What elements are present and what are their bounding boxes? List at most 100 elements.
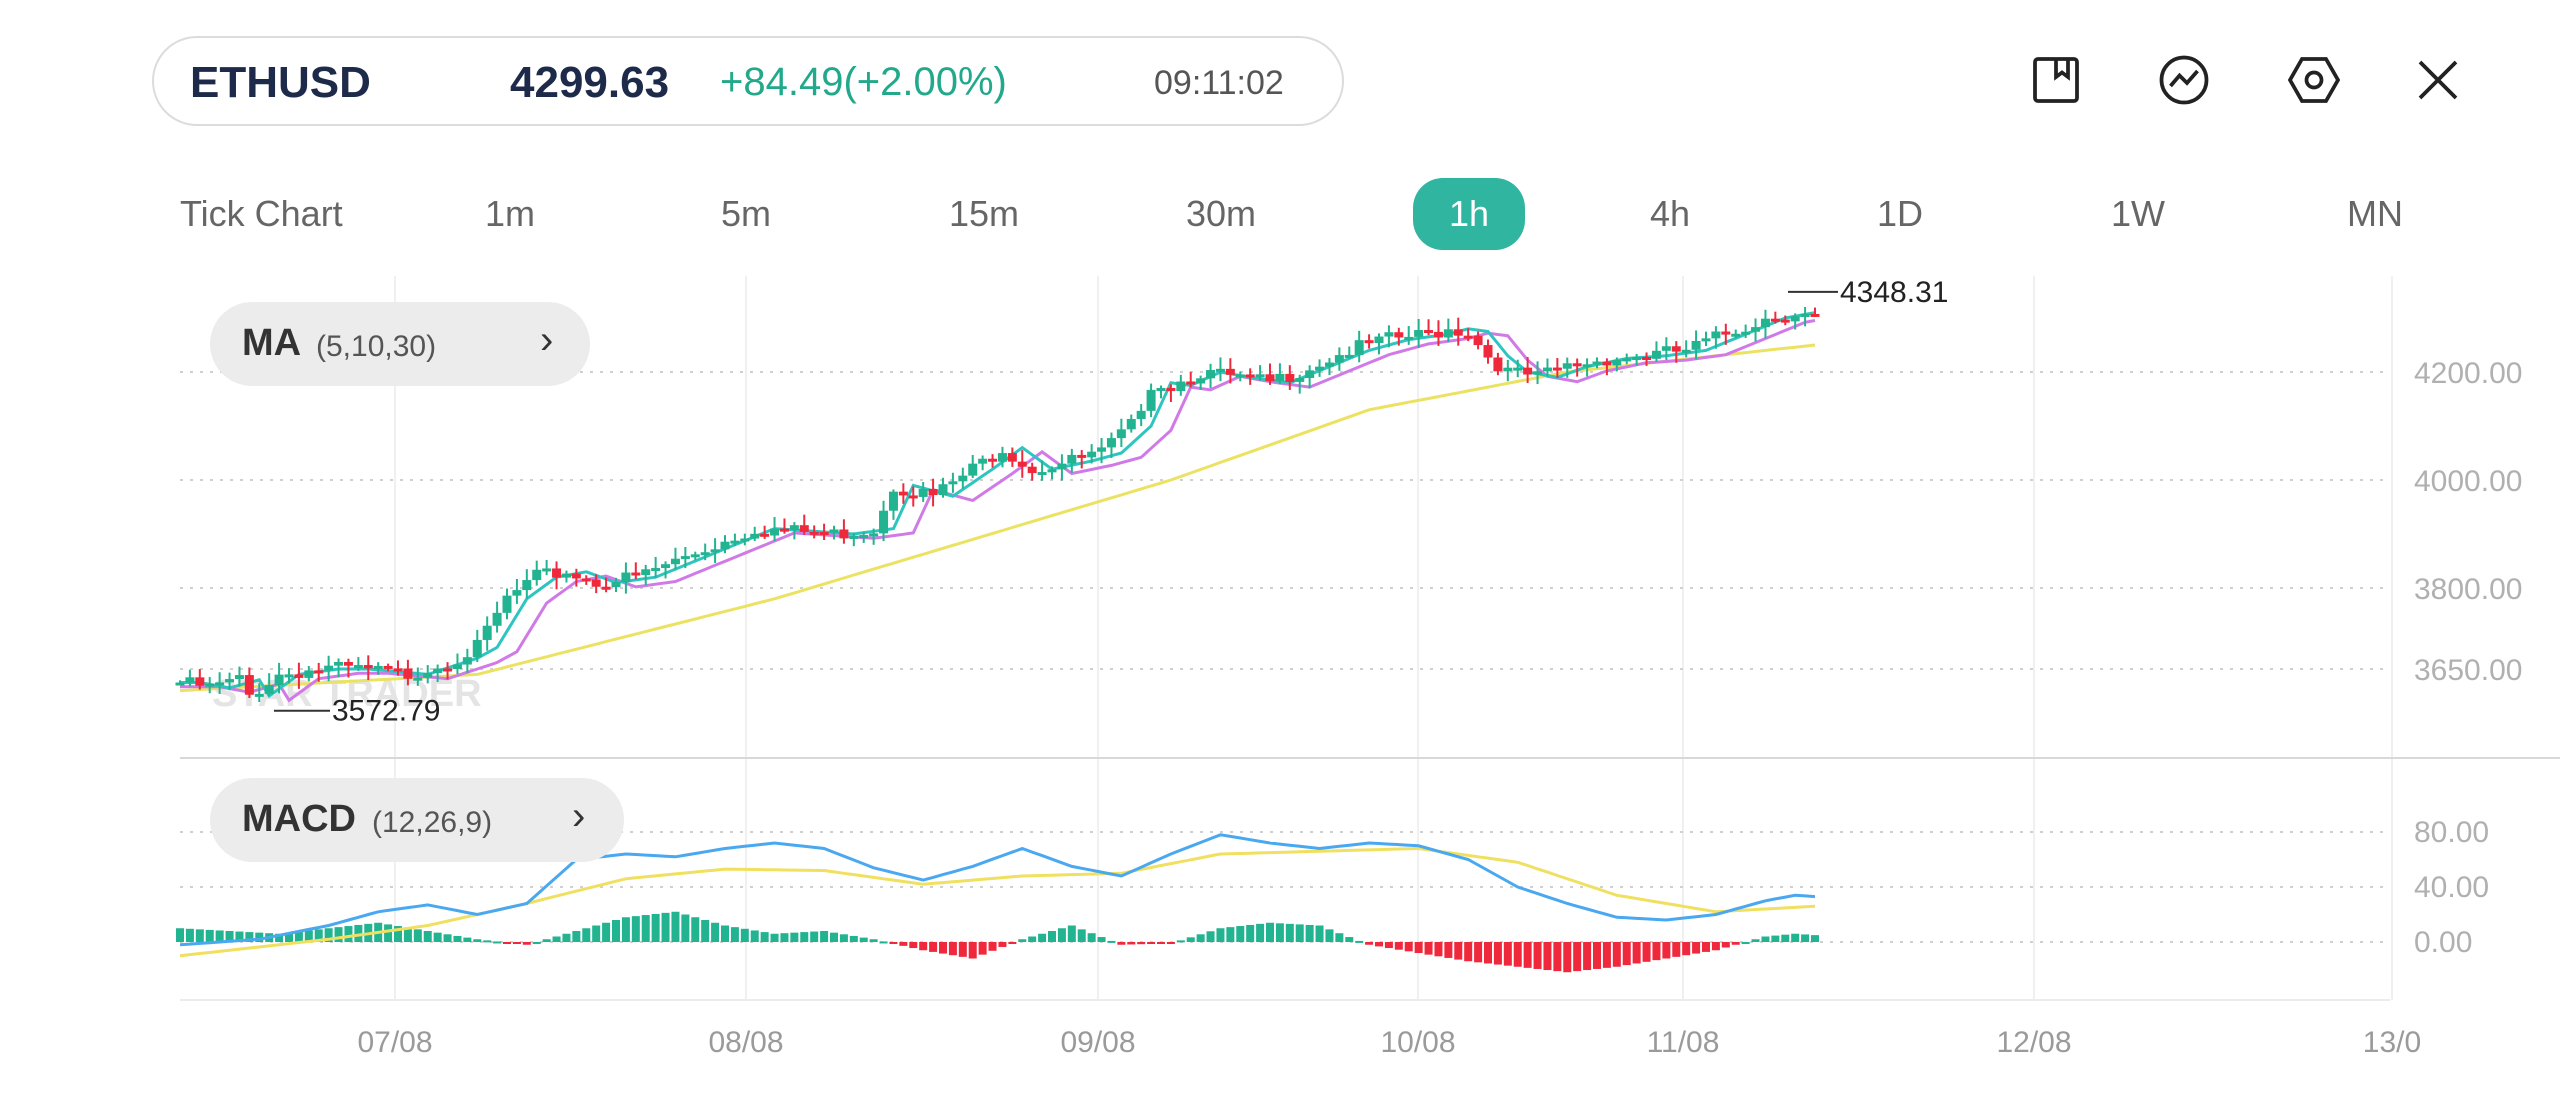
- candle-body: [740, 538, 750, 542]
- macd-histogram-bar: [1741, 942, 1750, 944]
- candle-body: [988, 458, 998, 462]
- ma5-line: [180, 311, 1816, 699]
- candle-body: [968, 463, 978, 476]
- macd-histogram-bar: [1394, 942, 1403, 950]
- macd-histogram-bar: [1484, 942, 1492, 964]
- candle-body: [314, 670, 324, 674]
- candle-body: [1295, 377, 1305, 382]
- candle-body: [304, 670, 314, 678]
- ma-indicator-chip[interactable]: MA (5,10,30) ›: [210, 302, 590, 386]
- candle-body: [829, 529, 839, 533]
- settings-icon[interactable]: [2284, 50, 2344, 110]
- candle-body: [234, 675, 244, 680]
- candle-body: [1097, 447, 1107, 452]
- candle-body: [849, 535, 859, 539]
- candle-body: [1384, 332, 1394, 337]
- macd-histogram-bar: [235, 931, 244, 942]
- tf-tick-chart[interactable]: Tick Chart: [180, 193, 343, 234]
- symbol-name[interactable]: ETHUSD: [190, 58, 371, 107]
- candle-body: [700, 552, 710, 556]
- candle-body: [1622, 358, 1632, 362]
- macd-histogram-bar: [1622, 942, 1631, 966]
- candle-body: [1701, 338, 1711, 342]
- candle-body: [1037, 472, 1047, 476]
- macd-histogram-bar: [562, 933, 571, 942]
- candle-body: [244, 675, 254, 695]
- candle-body: [334, 661, 344, 666]
- macd-tick-label: 40.00: [2414, 871, 2489, 904]
- candle-body: [1315, 366, 1325, 371]
- candle-body: [482, 625, 492, 640]
- macd-histogram-bar: [1295, 924, 1304, 942]
- candle-body: [760, 533, 770, 537]
- candle-body: [423, 672, 433, 678]
- tf-5m[interactable]: 5m: [720, 193, 772, 234]
- candle-body: [1106, 438, 1116, 448]
- candle-body: [472, 639, 482, 658]
- macd-histogram-bar: [1048, 931, 1056, 942]
- tf-15m[interactable]: 15m: [948, 193, 1020, 234]
- macd-histogram-bar: [1186, 937, 1195, 942]
- candle-body: [1067, 454, 1077, 464]
- candle-body: [859, 535, 869, 539]
- indicator-icon[interactable]: [2154, 50, 2214, 110]
- macd-histogram-bar: [324, 928, 333, 942]
- candle-body: [1364, 340, 1374, 344]
- candle-body: [888, 491, 898, 511]
- candle-body: [413, 677, 423, 681]
- macd-indicator-chip[interactable]: MACD (12,26,9) ›: [210, 778, 624, 862]
- macd-histogram-bar: [512, 942, 521, 944]
- macd-histogram-bar: [1721, 942, 1730, 948]
- candle-body: [720, 541, 730, 550]
- macd-histogram-bar: [314, 929, 323, 942]
- high-price-label: 4348.31: [1840, 276, 1948, 309]
- candle-body: [1790, 316, 1800, 322]
- candle-body: [1196, 378, 1206, 384]
- candle-body: [512, 590, 522, 596]
- macd-signal-line: [179, 846, 1816, 958]
- macd-histogram-bar: [1206, 931, 1215, 942]
- candle-body: [1810, 313, 1820, 317]
- symbol-header: ETHUSD 4299.63 +84.49(+2.00%) 09:11:02: [152, 36, 1344, 126]
- macd-histogram-bar: [1503, 942, 1512, 966]
- candle-body: [1483, 345, 1493, 358]
- tf-1w[interactable]: 1W: [2111, 193, 2165, 234]
- tf-1m[interactable]: 1m: [484, 193, 536, 234]
- candle-body: [1800, 313, 1810, 317]
- candle-body: [938, 484, 948, 496]
- macd-histogram-bar: [1801, 934, 1810, 942]
- macd-histogram-bar: [572, 931, 581, 942]
- macd-histogram-bar: [1414, 942, 1423, 953]
- macd-histogram-bar: [1285, 923, 1294, 942]
- macd-histogram-bar: [1702, 942, 1710, 952]
- candle-body: [264, 685, 274, 694]
- macd-histogram-bar: [1097, 937, 1106, 942]
- candle-body: [195, 677, 205, 686]
- tf-mn[interactable]: MN: [2347, 193, 2403, 234]
- price-tick-label: 3650.00: [2414, 654, 2522, 687]
- macd-histogram-bar: [998, 942, 1007, 947]
- tf-30m[interactable]: 30m: [1185, 193, 1257, 234]
- candle-body: [185, 677, 195, 683]
- bookmark-icon[interactable]: [2026, 50, 2086, 110]
- candle-body: [918, 489, 928, 497]
- candle-body: [462, 657, 472, 665]
- tf-1h[interactable]: 1h: [1413, 178, 1525, 250]
- macd-histogram-bar: [1642, 942, 1651, 962]
- close-icon[interactable]: [2408, 50, 2468, 110]
- candle-body: [581, 578, 591, 582]
- macd-histogram-bar: [1731, 942, 1740, 945]
- candle-body: [433, 668, 443, 673]
- candle-body: [383, 665, 393, 669]
- macd-histogram-bar: [1355, 940, 1364, 943]
- tf-4h[interactable]: 4h: [1649, 193, 1691, 234]
- x-tick-label: 11/08: [1647, 1026, 1720, 1059]
- macd-histogram-bar: [1107, 940, 1116, 943]
- macd-histogram-bar: [1672, 942, 1681, 957]
- macd-histogram-bar: [1583, 942, 1592, 971]
- clock-time: 09:11:02: [1154, 64, 1284, 102]
- tf-1d[interactable]: 1D: [1876, 193, 1924, 234]
- macd-histogram-bar: [1533, 942, 1542, 969]
- candle-body: [1126, 418, 1136, 430]
